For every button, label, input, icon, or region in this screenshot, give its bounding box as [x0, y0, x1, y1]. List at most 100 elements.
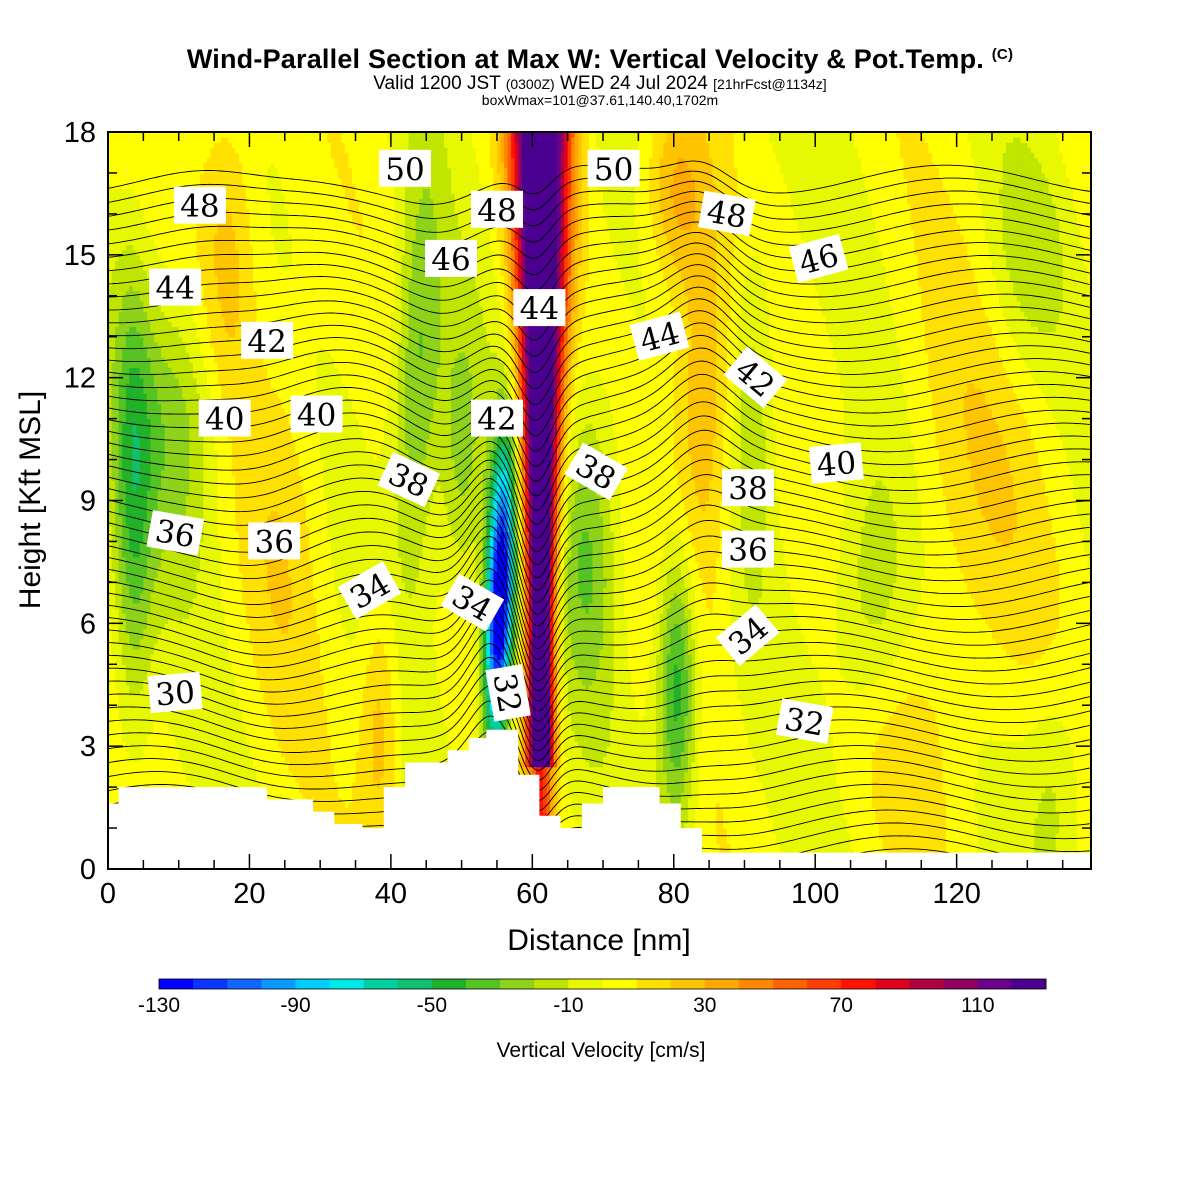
field-cell [122, 306, 126, 312]
field-cell [112, 204, 116, 210]
field-cell [122, 439, 126, 445]
field-cell [129, 260, 133, 266]
field-cell [119, 378, 123, 384]
field-cell [122, 357, 126, 363]
field-cell [119, 388, 123, 394]
field-cell [129, 342, 133, 348]
field-cell [119, 608, 123, 614]
field-cell [122, 342, 126, 348]
field-cell [126, 234, 130, 240]
field-cell [122, 536, 126, 542]
field-cell [129, 367, 133, 373]
field-cell [133, 751, 137, 757]
field-cell [129, 675, 133, 681]
field-cell [136, 659, 140, 665]
field-cell [133, 142, 137, 148]
field-cell [115, 608, 119, 614]
field-cell [126, 623, 130, 629]
field-cell [133, 777, 137, 783]
field-cell [122, 393, 126, 399]
field-cell [126, 465, 130, 471]
field-cell [112, 572, 116, 578]
field-cell [122, 562, 126, 568]
field-cell [119, 680, 123, 686]
field-cell [122, 577, 126, 583]
field-cell [126, 736, 130, 742]
field-cell [126, 199, 130, 205]
field-cell [115, 777, 119, 783]
field-cell [115, 721, 119, 727]
field-cell [133, 562, 137, 568]
field-cell [112, 403, 116, 409]
field-cell [115, 137, 119, 143]
field-cell [122, 229, 126, 235]
field-cell [112, 301, 116, 307]
field-cell [122, 321, 126, 327]
field-cell [129, 332, 133, 338]
field-cell [122, 326, 126, 332]
field-cell [126, 326, 130, 332]
field-cell [129, 168, 133, 174]
field-cell [112, 736, 116, 742]
field-cell [136, 639, 140, 645]
field-cell [119, 224, 123, 230]
field-cell [126, 562, 130, 568]
field-cell [133, 188, 137, 194]
field-cell [126, 301, 130, 307]
field-cell [133, 721, 137, 727]
field-cell [112, 644, 116, 650]
field-cell [112, 582, 116, 588]
field-cell [129, 301, 133, 307]
field-cell [119, 337, 123, 343]
field-cell [129, 623, 133, 629]
field-cell [119, 326, 123, 332]
field-cell [126, 260, 130, 266]
field-cell [136, 767, 140, 773]
field-cell [119, 408, 123, 414]
field-cell [115, 751, 119, 757]
field-cell [119, 695, 123, 701]
field-cell [119, 516, 123, 522]
field-cell [133, 388, 137, 394]
field-cell [119, 506, 123, 512]
field-cell [115, 357, 119, 363]
field-cell [112, 511, 116, 517]
field-cell [126, 669, 130, 675]
field-cell [122, 183, 126, 189]
field-cell [115, 388, 119, 394]
field-cell [129, 577, 133, 583]
field-cell [129, 439, 133, 445]
field-cell [126, 639, 130, 645]
field-cell [133, 199, 137, 205]
field-cell [126, 685, 130, 691]
field-cell [122, 147, 126, 153]
field-cell [112, 219, 116, 225]
field-cell [133, 367, 137, 373]
field-cell [133, 557, 137, 563]
field-cell [112, 393, 116, 399]
field-cell [115, 726, 119, 732]
field-cell [122, 270, 126, 276]
field-cell [133, 475, 137, 481]
field-cell [119, 306, 123, 312]
field-cell [133, 577, 137, 583]
field-cell [136, 736, 140, 742]
field-cell [133, 357, 137, 363]
field-cell [112, 260, 116, 266]
field-cell [126, 163, 130, 169]
field-cell [122, 690, 126, 696]
field-cell [119, 204, 123, 210]
field-cell [122, 756, 126, 762]
field-cell [112, 516, 116, 522]
field-cell [126, 675, 130, 681]
field-cell [112, 777, 116, 783]
field-cell [119, 710, 123, 716]
field-cell [112, 557, 116, 563]
field-cell [129, 373, 133, 379]
field-cell [129, 163, 133, 169]
field-cell [119, 449, 123, 455]
field-cell [133, 444, 137, 450]
field-cell [115, 567, 119, 573]
field-cell [122, 193, 126, 199]
field-cell [126, 593, 130, 599]
